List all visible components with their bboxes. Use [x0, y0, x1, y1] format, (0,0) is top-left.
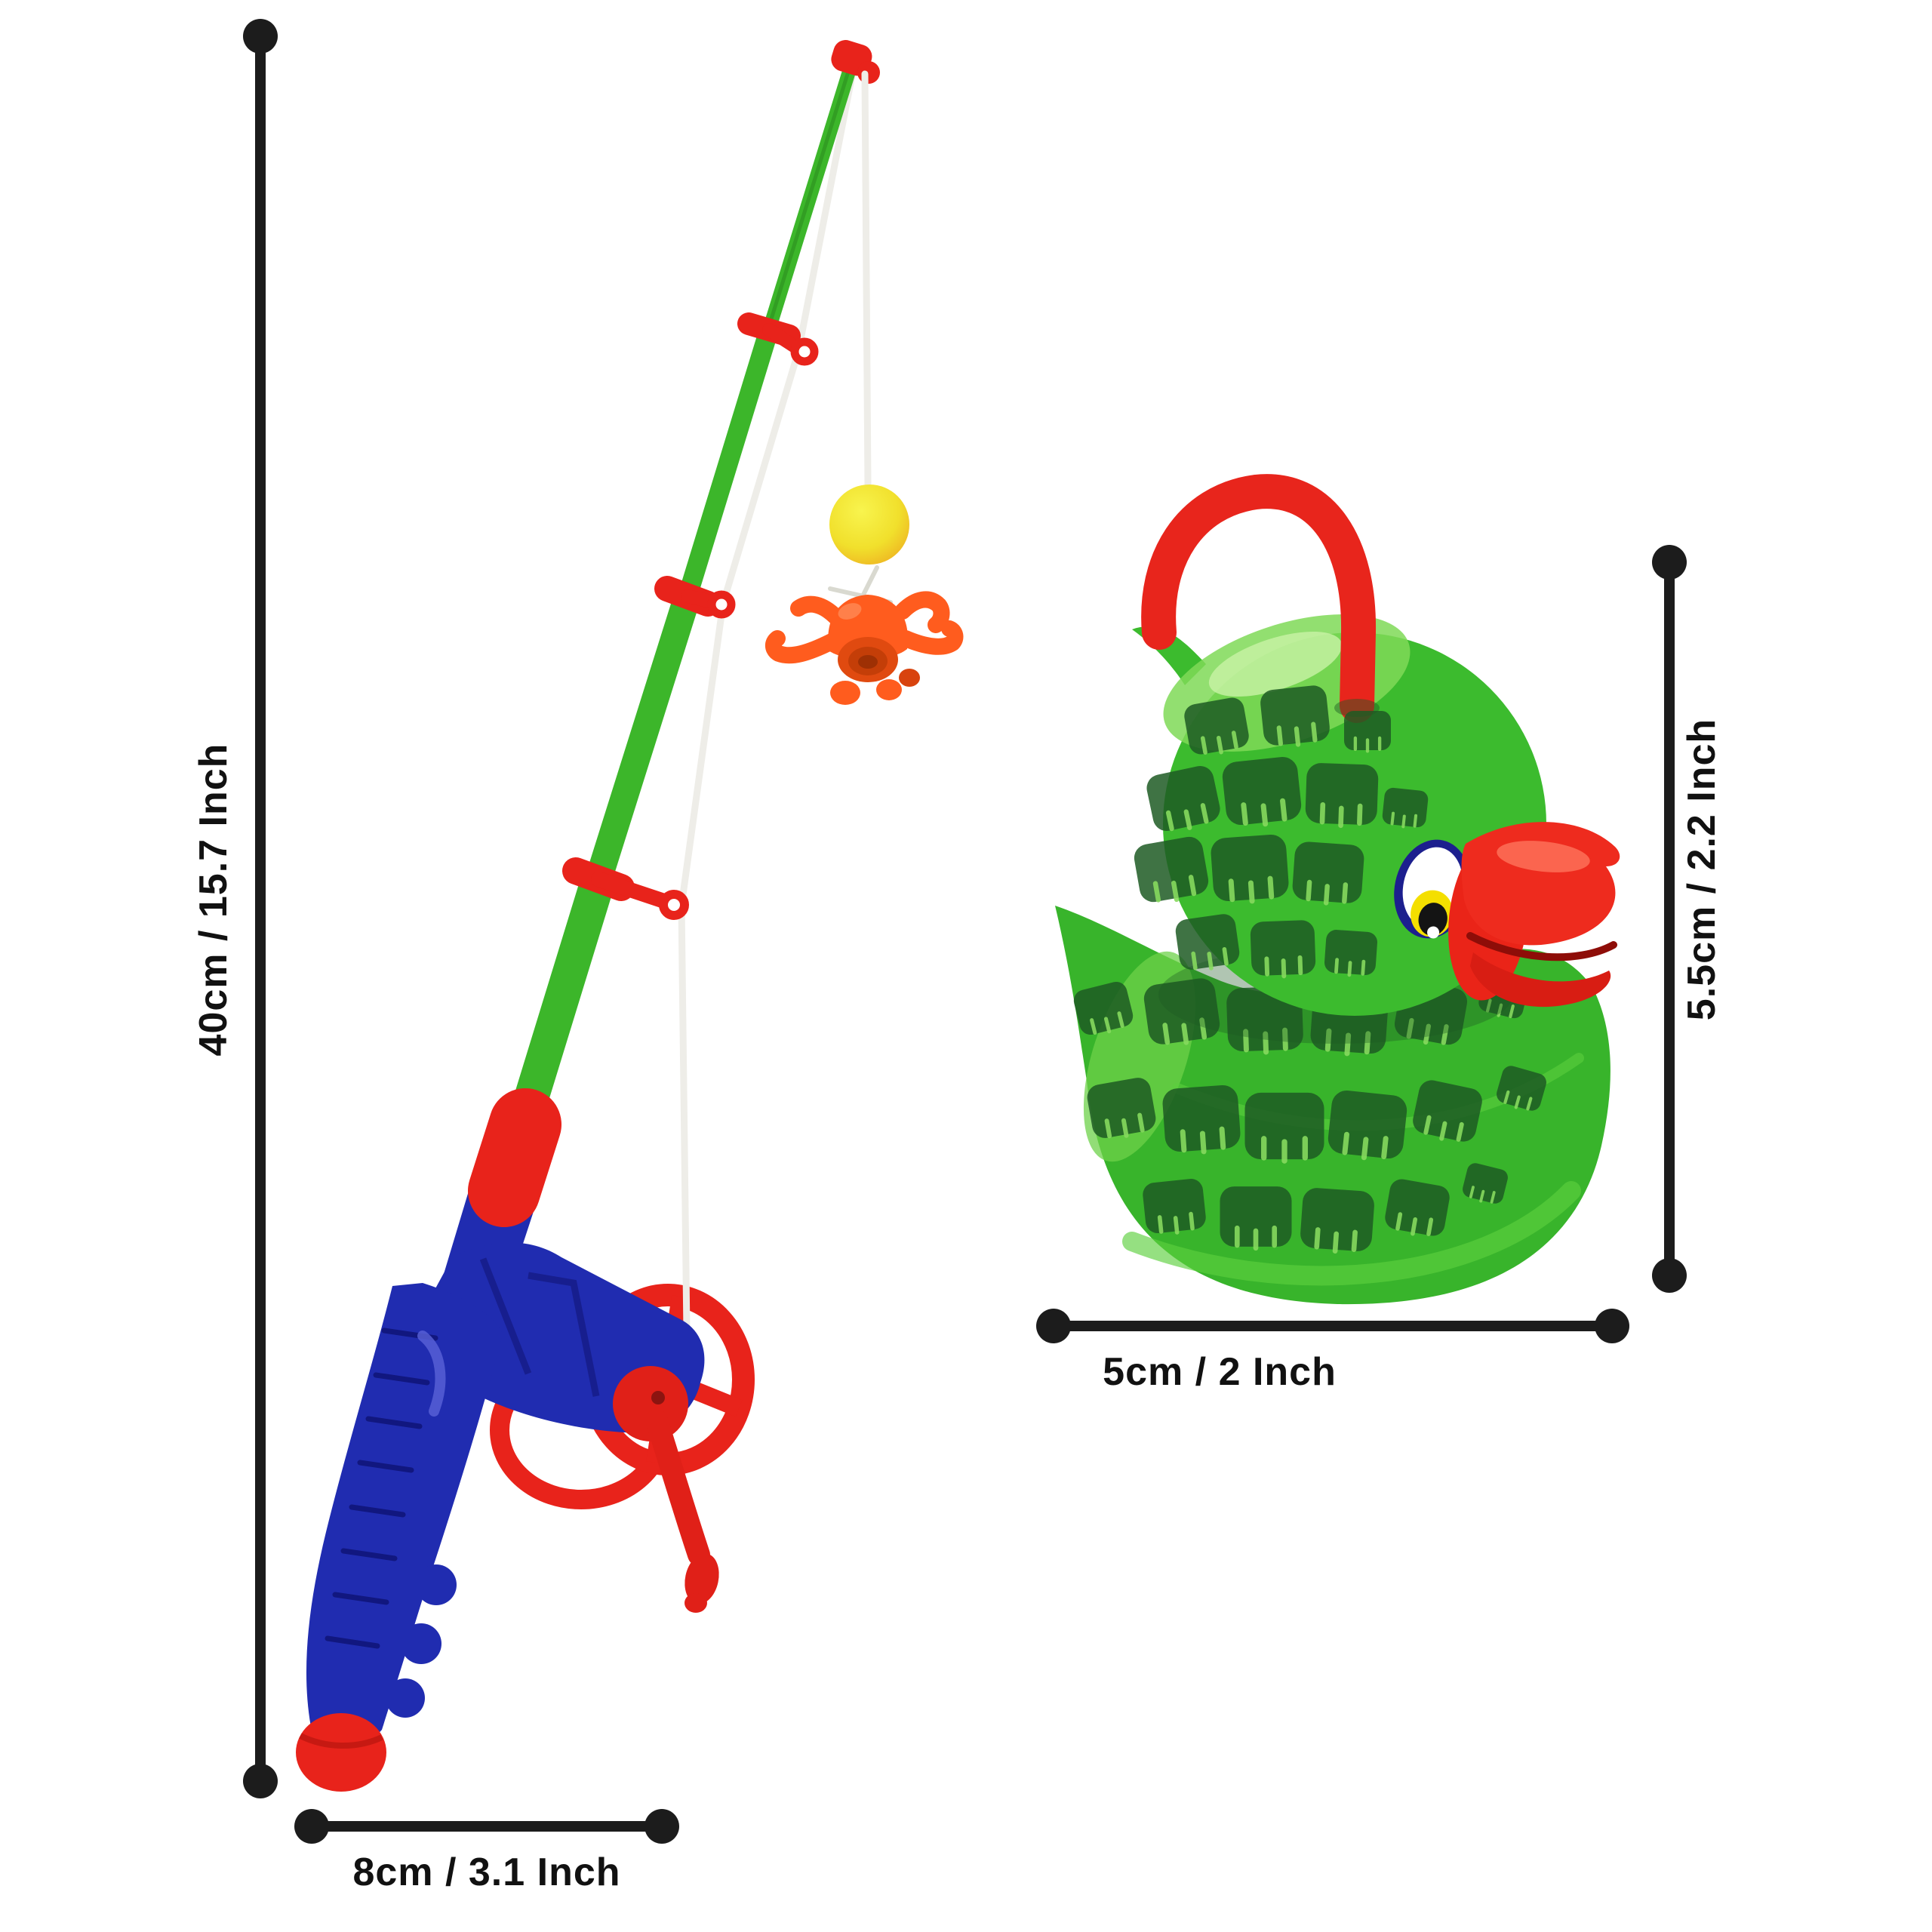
- rod-width-dimension: [294, 1809, 679, 1844]
- duck-group: [1055, 474, 1620, 1305]
- duck-height-top-dot: [1652, 545, 1687, 580]
- rod-height-dimension: [243, 19, 278, 1798]
- duck-height-bottom-dot: [1652, 1258, 1687, 1293]
- handle-facet-lines: [479, 1257, 600, 1397]
- grip-ribs: [325, 1327, 438, 1649]
- duck-width-dimension: [1036, 1309, 1629, 1343]
- grip-bottom-cap: [296, 1713, 386, 1792]
- reel-hub-crank: [613, 1366, 719, 1613]
- rod-pole-shading: [764, 71, 851, 337]
- rod-width-left-dot: [294, 1809, 329, 1844]
- rod-collar: [468, 1088, 561, 1227]
- duck-width-left-dot: [1036, 1309, 1071, 1343]
- duck-height-label: 5.5cm / 2.2 Inch: [1680, 718, 1724, 1020]
- octopus-bait: [765, 591, 964, 705]
- duck-width-right-dot: [1595, 1309, 1629, 1343]
- eye-pupil: [1418, 903, 1447, 936]
- rod-height-top-dot: [243, 19, 278, 54]
- grip-highlight: [417, 1331, 446, 1417]
- duck-wing-highlight: [1122, 1181, 1581, 1286]
- beak-highlight: [1497, 841, 1590, 872]
- fishing-rod-group: [296, 40, 964, 1792]
- duck-width-label: 5cm / 2 Inch: [1103, 1350, 1337, 1394]
- rod-height-label: 40cm / 15.7 Inch: [192, 743, 235, 1057]
- float-ball: [829, 485, 909, 565]
- duck-head-gloss: [1208, 631, 1343, 697]
- beak-mouth-line: [1466, 932, 1617, 961]
- beak-lower: [1470, 952, 1611, 1008]
- rod-width-right-dot: [645, 1809, 679, 1844]
- duck-hook-handle: [1141, 474, 1377, 723]
- rod-line-guides: [562, 312, 819, 920]
- rod-width-label: 8cm / 3.1 Inch: [352, 1850, 620, 1894]
- hanging-string: [861, 70, 872, 488]
- fishing-line: [678, 68, 857, 1336]
- eye-glint: [1427, 926, 1440, 939]
- duck-height-dimension: [1652, 545, 1687, 1293]
- beak-upper: [1461, 822, 1620, 946]
- rod-height-bottom-dot: [243, 1764, 278, 1798]
- grip-cap-seam: [299, 1733, 383, 1749]
- duck-beak: [1448, 822, 1620, 1008]
